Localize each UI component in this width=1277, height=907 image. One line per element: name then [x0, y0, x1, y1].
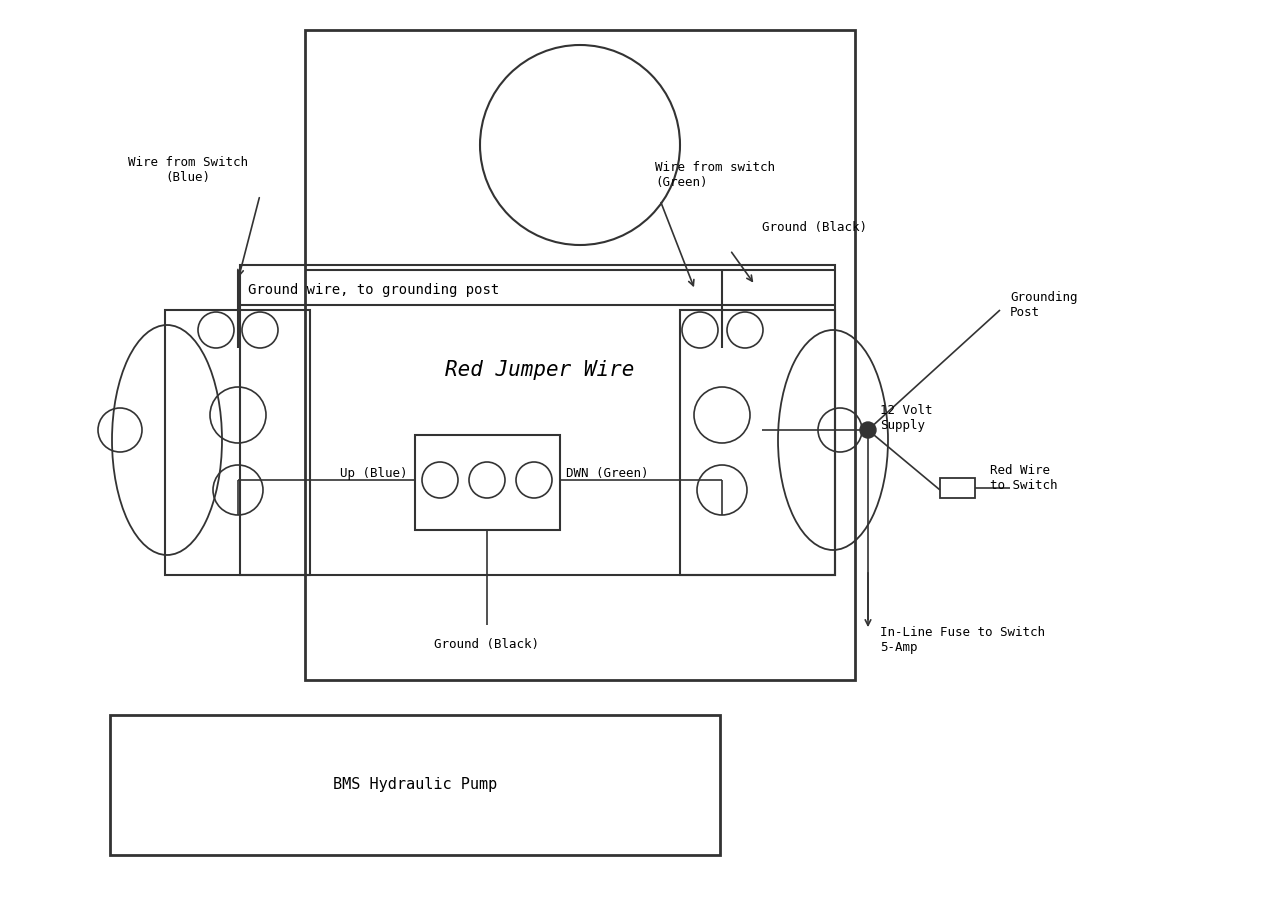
Circle shape: [859, 422, 876, 438]
Text: In-Line Fuse to Switch
5-Amp: In-Line Fuse to Switch 5-Amp: [880, 626, 1045, 654]
Bar: [110, 715, 720, 855]
Bar: [305, 30, 856, 680]
Bar: [165, 310, 310, 575]
Text: Ground (Black): Ground (Black): [762, 221, 867, 235]
Text: Wire from Switch
(Blue): Wire from Switch (Blue): [128, 156, 248, 184]
Bar: [415, 435, 561, 530]
Text: BMS Hydraulic Pump: BMS Hydraulic Pump: [333, 777, 497, 793]
Text: DWN (Green): DWN (Green): [566, 467, 649, 481]
Bar: [679, 310, 835, 575]
Text: Red Wire
to Switch: Red Wire to Switch: [990, 464, 1057, 492]
Text: Wire from switch
(Green): Wire from switch (Green): [655, 161, 775, 189]
Text: Ground wire, to grounding post: Ground wire, to grounding post: [248, 283, 499, 297]
Text: 12 Volt
Supply: 12 Volt Supply: [880, 404, 932, 432]
Text: Grounding
Post: Grounding Post: [1010, 291, 1078, 319]
Bar: [940, 478, 976, 498]
Text: Red Jumper Wire: Red Jumper Wire: [446, 360, 635, 380]
Bar: [240, 265, 835, 575]
Text: Ground (Black): Ground (Black): [434, 638, 539, 651]
Text: Up (Blue): Up (Blue): [341, 467, 407, 481]
